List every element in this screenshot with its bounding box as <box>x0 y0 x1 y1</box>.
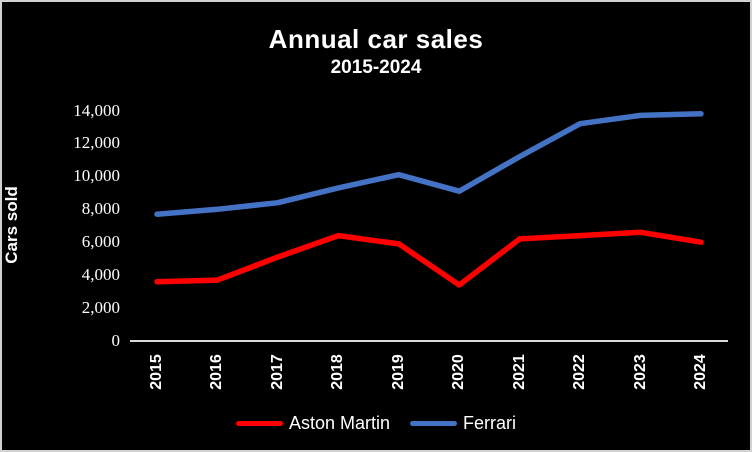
y-tick-label: 8,000 <box>81 199 120 219</box>
y-tick-label: 4,000 <box>81 265 120 285</box>
y-tick-label: 6,000 <box>81 232 120 252</box>
legend: Aston Martin Ferrari <box>2 410 750 436</box>
x-tick-label: 2023 <box>631 354 649 390</box>
series-line-aston-martin <box>154 229 704 288</box>
y-tick-label: 2,000 <box>81 298 120 318</box>
x-tick-label: 2015 <box>148 354 165 390</box>
legend-item-ferrari: Ferrari <box>410 413 516 434</box>
legend-label: Aston Martin <box>288 412 391 433</box>
y-tick-label: 10,000 <box>73 166 120 186</box>
series-line-ferrari <box>154 111 704 217</box>
legend-swatch-icon <box>410 420 458 426</box>
y-tick-label: 0 <box>111 331 121 350</box>
x-tick-label: 2024 <box>692 354 709 390</box>
legend-swatch-icon <box>235 420 283 426</box>
y-tick-label: 14,000 <box>73 100 120 120</box>
x-tick-label: 2017 <box>268 354 286 390</box>
x-tick-label: 2020 <box>450 354 468 390</box>
x-tick-label: 2022 <box>571 354 589 390</box>
y-tick-label: 12,000 <box>73 133 120 153</box>
legend-item-aston-martin: Aston Martin <box>235 412 391 434</box>
x-tick-label: 2021 <box>510 354 528 390</box>
legend-label: Ferrari <box>463 412 517 433</box>
x-tick-label: 2019 <box>389 354 407 390</box>
x-tick-label: 2018 <box>329 354 347 390</box>
chart-title: Annual car sales <box>268 24 484 54</box>
chart-subtitle: 2015-2024 <box>330 57 422 78</box>
x-tick-label: 2016 <box>208 354 226 390</box>
